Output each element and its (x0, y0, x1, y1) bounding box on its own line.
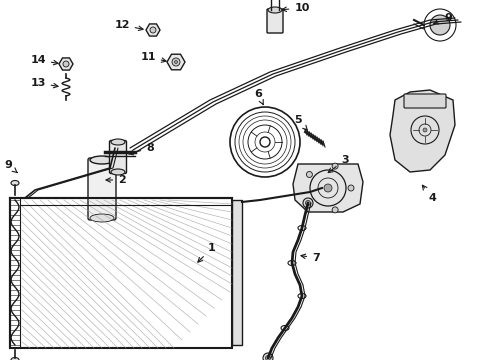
Polygon shape (389, 90, 454, 172)
Text: 4: 4 (422, 185, 435, 203)
FancyBboxPatch shape (266, 9, 283, 33)
Polygon shape (292, 164, 362, 212)
Text: 9: 9 (433, 13, 451, 24)
Text: 5: 5 (294, 115, 306, 130)
Text: 14: 14 (30, 55, 58, 65)
Circle shape (347, 185, 353, 191)
Text: 2: 2 (106, 175, 125, 185)
FancyBboxPatch shape (88, 158, 116, 220)
Circle shape (429, 15, 449, 35)
FancyBboxPatch shape (231, 200, 242, 345)
Circle shape (172, 58, 180, 66)
Text: 1: 1 (198, 243, 215, 262)
Circle shape (306, 198, 312, 204)
Ellipse shape (90, 214, 114, 222)
Circle shape (174, 60, 177, 63)
Circle shape (263, 353, 272, 360)
Ellipse shape (111, 139, 125, 145)
Ellipse shape (267, 7, 282, 13)
Circle shape (331, 207, 337, 213)
FancyBboxPatch shape (109, 140, 126, 174)
Circle shape (324, 184, 331, 192)
Text: 7: 7 (300, 253, 319, 263)
Text: 11: 11 (140, 52, 166, 62)
Circle shape (63, 61, 69, 67)
Circle shape (306, 171, 312, 177)
FancyBboxPatch shape (403, 94, 445, 108)
Circle shape (305, 201, 310, 206)
Text: 8: 8 (129, 143, 154, 155)
Circle shape (422, 128, 426, 132)
Text: 9: 9 (4, 160, 17, 172)
Text: 13: 13 (30, 78, 58, 88)
Text: 3: 3 (327, 155, 348, 172)
Ellipse shape (11, 357, 19, 360)
Text: 6: 6 (254, 89, 263, 105)
Ellipse shape (111, 169, 125, 175)
Text: 12: 12 (114, 20, 143, 31)
Text: 10: 10 (282, 3, 309, 13)
Ellipse shape (90, 156, 114, 164)
Circle shape (303, 198, 312, 208)
Circle shape (331, 163, 337, 169)
Circle shape (150, 27, 156, 33)
Ellipse shape (11, 180, 19, 185)
Circle shape (265, 356, 270, 360)
